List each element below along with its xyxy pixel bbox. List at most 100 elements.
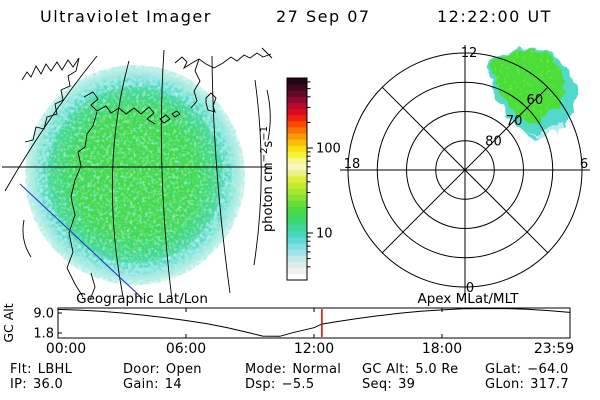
strip-chart-content: 00:00 06:00 12:00 18:00 23:59 9.0 1.8 bbox=[33, 307, 574, 358]
colorbar-step bbox=[287, 126, 307, 134]
status-label: GLon: bbox=[485, 377, 525, 392]
colorbar-step bbox=[287, 157, 307, 165]
status-ip: IP: 36.0 bbox=[10, 377, 63, 392]
gc-alt-curve bbox=[57, 308, 571, 337]
strip-y-axis-label: GC Alt bbox=[1, 303, 16, 342]
x-tick-label: 18:00 bbox=[422, 341, 462, 357]
colorbar-step bbox=[287, 249, 307, 256]
colorbar-step bbox=[287, 212, 307, 220]
geographic-disk-panel bbox=[2, 47, 273, 301]
colorbar-step bbox=[287, 78, 307, 85]
meridian-line bbox=[160, 49, 173, 301]
colorbar-step bbox=[287, 90, 307, 97]
mlt-label-18: 18 bbox=[344, 157, 361, 172]
meridian-line bbox=[111, 60, 130, 298]
unit-superscript: −2 bbox=[259, 148, 270, 163]
unit-text: s bbox=[261, 141, 276, 148]
terminator-line bbox=[19, 183, 144, 300]
colorbar-step bbox=[287, 194, 307, 201]
x-tick-label: 00:00 bbox=[46, 341, 86, 357]
mlat-ring-60 bbox=[376, 81, 554, 259]
aurora-speckle bbox=[494, 49, 567, 122]
status-label: GC Alt: bbox=[362, 362, 410, 377]
status-label: Mode: bbox=[245, 362, 287, 377]
status-flt: Flt: LBHL bbox=[10, 362, 72, 377]
colorbar-step bbox=[287, 182, 307, 189]
mlat-ring-80 bbox=[435, 140, 495, 200]
colorbar-step bbox=[287, 96, 307, 103]
coastline-path bbox=[190, 58, 201, 109]
colorbar-tick-label: 10 bbox=[316, 227, 333, 242]
island-outline bbox=[205, 92, 217, 113]
geographic-grid bbox=[2, 49, 272, 301]
aurora-patch bbox=[490, 47, 579, 140]
status-label: Flt: bbox=[10, 362, 32, 377]
status-label: Dsp: bbox=[245, 377, 276, 392]
meridian-line bbox=[253, 79, 262, 266]
colorbar-step bbox=[287, 163, 307, 171]
status-value: 36.0 bbox=[32, 377, 64, 392]
y-tick-label: 9.0 bbox=[33, 307, 54, 322]
y-tick-label: 1.8 bbox=[33, 327, 54, 342]
mlt-label-6: 6 bbox=[580, 157, 588, 172]
status-label: GLat: bbox=[485, 362, 522, 377]
status-value: 39 bbox=[398, 377, 416, 392]
status-gc-alt: GC Alt: 5.0 Re bbox=[362, 362, 458, 377]
coastline-path bbox=[89, 272, 96, 301]
gc-alt-strip-chart: GC Alt 00:00 06:00 12:00 18:00 23:59 9.0 1.8 bbox=[1, 303, 574, 357]
status-gain: Gain: 14 bbox=[123, 377, 182, 392]
status-mode: Mode: Normal bbox=[245, 362, 341, 377]
unit-superscript: −1 bbox=[259, 126, 270, 141]
colorbar-step bbox=[287, 175, 307, 183]
status-value: 317.7 bbox=[530, 377, 569, 392]
mlt-label-0: 0 bbox=[466, 281, 474, 296]
island-outline bbox=[159, 110, 181, 124]
status-value: 5.0 Re bbox=[415, 362, 459, 377]
status-dsp: Dsp: −5.5 bbox=[245, 377, 314, 392]
geo-panel-caption: Geographic Lat/Lon bbox=[76, 291, 208, 307]
aurora-outer-fringe bbox=[520, 122, 563, 137]
colorbar-step bbox=[287, 188, 307, 195]
colorbar-step bbox=[287, 84, 307, 91]
status-value: Normal bbox=[292, 362, 342, 377]
meridian-line bbox=[22, 219, 32, 258]
status-label: IP: bbox=[10, 377, 27, 392]
colorbar-tick-label: 100 bbox=[316, 142, 341, 157]
colorbar-step bbox=[287, 145, 307, 152]
colorbar-axis: 10 100 bbox=[286, 77, 341, 281]
colorbar-unit-label: photon cm−2s−1 bbox=[259, 126, 276, 232]
colorbar-step bbox=[287, 267, 307, 275]
colorbar-step bbox=[287, 120, 307, 128]
status-seq: Seq: 39 bbox=[362, 377, 415, 392]
coastline-path bbox=[66, 111, 98, 298]
colorbar-step bbox=[287, 206, 307, 214]
colorbar-step bbox=[287, 231, 307, 238]
status-value: Open bbox=[165, 362, 202, 377]
x-tick-label: 06:00 bbox=[166, 341, 206, 357]
status-value: 14 bbox=[164, 377, 182, 392]
mlat-label-60: 60 bbox=[527, 93, 544, 108]
mlat-rings bbox=[347, 52, 583, 288]
disk-speckle-cyan bbox=[25, 65, 245, 285]
colorbar-step bbox=[287, 243, 307, 250]
polar-panel-caption: Apex MLat/MLT bbox=[418, 291, 520, 307]
colorbar-step bbox=[287, 133, 307, 140]
colorbar-step bbox=[287, 218, 307, 226]
colorbar-step bbox=[287, 139, 307, 146]
coastlines bbox=[21, 47, 273, 301]
coastline-path bbox=[174, 52, 272, 70]
colorbar-step bbox=[287, 261, 307, 269]
colorbar-step bbox=[287, 224, 307, 232]
strip-chart-frame bbox=[57, 307, 571, 339]
colorbar-step bbox=[287, 273, 307, 281]
colorbar-step bbox=[287, 237, 307, 244]
mlat-label-80: 80 bbox=[485, 135, 502, 150]
mlat-label-70: 70 bbox=[506, 114, 523, 129]
mlt-axis-diagonal bbox=[381, 86, 549, 254]
status-label: Door: bbox=[123, 362, 160, 377]
mlt-label-12: 12 bbox=[461, 46, 478, 61]
mlat-ring-50 bbox=[347, 52, 583, 288]
